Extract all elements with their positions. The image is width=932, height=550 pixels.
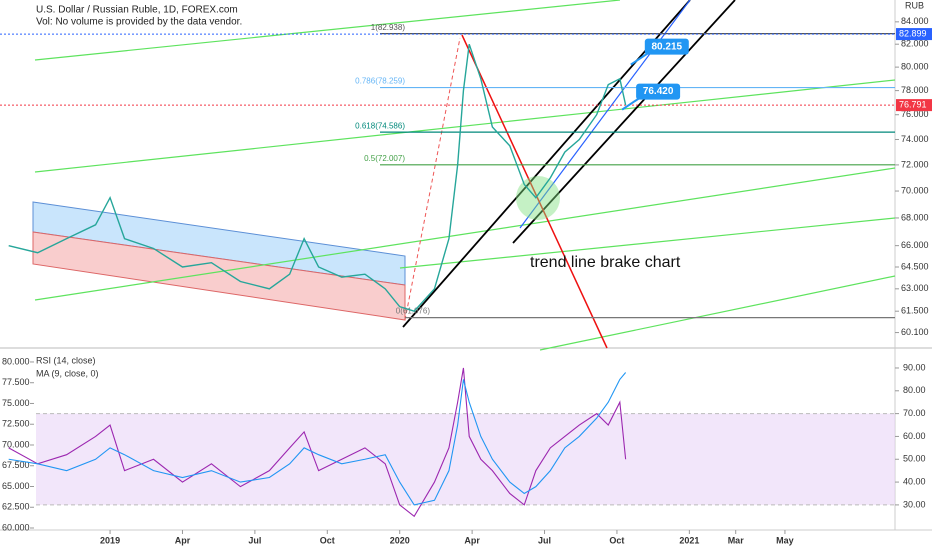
y2-tick-label: 60.000 (2, 522, 30, 532)
callout-label: 80.215 (652, 41, 683, 52)
y-tick-label: 80.00 (903, 385, 926, 395)
annotation: trend line brake chart (530, 254, 681, 271)
chart-title: U.S. Dollar / Russian Ruble, 1D, FOREX.c… (36, 5, 238, 16)
highlight-circle (516, 176, 560, 220)
fib-label: 0.786(78.259) (355, 77, 405, 86)
x-tick-label: Oct (320, 535, 335, 545)
y-tick-label: 84.000 (901, 16, 929, 26)
price-tag-label: 76.791 (899, 99, 927, 109)
x-tick-label: 2021 (679, 535, 699, 545)
green-line (34, 167, 896, 301)
x-tick-label: Oct (609, 535, 624, 545)
fib-label: 0.5(72.007) (364, 154, 405, 163)
axis-unit: RUB (905, 0, 924, 10)
callout-box (636, 83, 681, 100)
x-tick-label: Mar (728, 535, 745, 545)
y-tick-label: 68.000 (901, 212, 929, 222)
fib-label: 1(82.938) (371, 23, 406, 32)
fib-label: 0.618(74.586) (355, 121, 405, 130)
legend-entry: MA (9, close, 0) (36, 368, 99, 378)
channel-line (402, 0, 691, 328)
x-tick-label: 2020 (390, 535, 410, 545)
price-line (8, 43, 627, 312)
x-tick-label: 2019 (100, 535, 120, 545)
channel-line (512, 0, 736, 244)
callout-label: 76.420 (643, 86, 674, 97)
y2-tick-label: 75.000 (2, 398, 30, 408)
subtitle: Vol: No volume is provided by the data v… (36, 17, 242, 28)
y-tick-label: 50.00 (903, 454, 926, 464)
y-tick-label: 72.000 (901, 159, 929, 169)
y-tick-label: 90.00 (903, 362, 926, 372)
y-tick-label: 80.000 (901, 61, 929, 71)
y-tick-label: 30.00 (903, 499, 926, 509)
y-tick-label: 63.000 (901, 283, 929, 293)
rsi-band (36, 413, 895, 505)
y-tick-label: 70.00 (903, 408, 926, 418)
callout-pointer (621, 96, 641, 111)
price-tag (896, 28, 932, 41)
legend-entry: RSI (14, close) (36, 355, 96, 365)
trend-lines (34, 0, 896, 351)
mid-line (519, 0, 691, 229)
y-tick-label: 70.000 (901, 185, 929, 195)
y-tick-label: 40.00 (903, 476, 926, 486)
callout-box (644, 38, 689, 55)
x-tick-label: Jul (538, 535, 551, 545)
price-tag-label: 82.899 (899, 28, 927, 38)
y-tick-label: 78.000 (901, 85, 929, 95)
y2-tick-label: 70.000 (2, 439, 30, 449)
y-tick-label: 60.00 (903, 431, 926, 441)
y-tick-label: 74.000 (901, 134, 929, 144)
y2-tick-label: 77.500 (2, 377, 30, 387)
callout-pointer (630, 51, 650, 66)
fib-diagonal (404, 37, 461, 321)
y2-tick-label: 72.500 (2, 419, 30, 429)
y2-tick-label: 67.500 (2, 460, 30, 470)
y2-tick-label: 62.500 (2, 502, 30, 512)
green-line (539, 275, 896, 351)
y-tick-label: 64.500 (901, 261, 929, 271)
green-line (34, 0, 621, 61)
y2-tick-label: 80.000 (2, 356, 30, 366)
x-tick-label: Apr (175, 535, 191, 545)
x-tick-label: May (776, 535, 794, 545)
y-tick-label: 76.000 (901, 109, 929, 119)
y-tick-label: 61.500 (901, 306, 929, 316)
indicator-line (8, 372, 627, 506)
green-line (399, 217, 896, 269)
green-line (34, 79, 896, 173)
y-tick-label: 66.000 (901, 240, 929, 250)
y-tick-label: 60.100 (901, 327, 929, 337)
indicator-line (8, 367, 627, 518)
y2-tick-label: 65.000 (2, 481, 30, 491)
y-tick-label: 82.000 (901, 39, 929, 49)
price-tag (896, 99, 932, 112)
x-tick-label: Jul (248, 535, 261, 545)
x-tick-label: Apr (464, 535, 480, 545)
